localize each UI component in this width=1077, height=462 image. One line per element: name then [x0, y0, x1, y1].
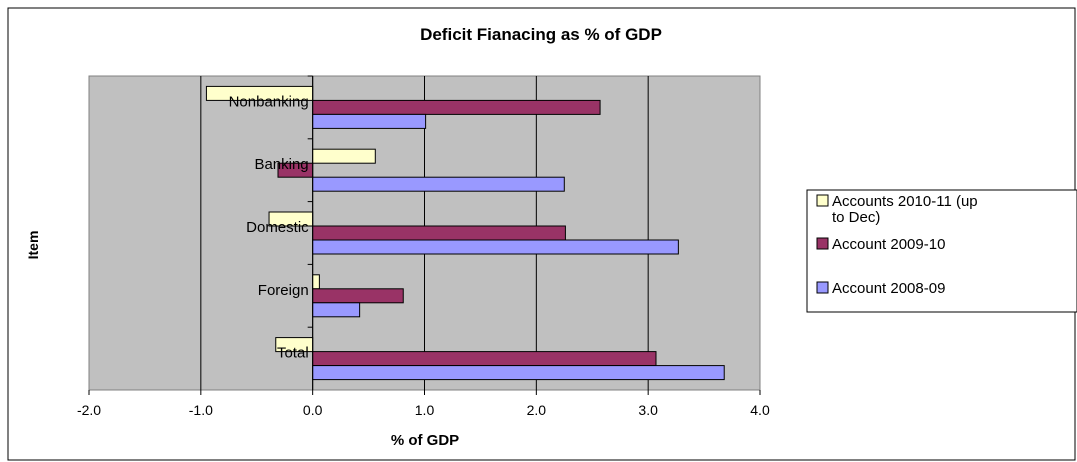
x-tick-label: 0.0 [303, 402, 323, 418]
x-tick-label: 2.0 [527, 402, 547, 418]
bar [312, 113, 427, 129]
bar [312, 176, 565, 192]
y-axis-title: Item [25, 231, 41, 260]
bar [312, 365, 725, 381]
category-label: Domestic [246, 219, 309, 236]
legend-swatch [816, 281, 829, 294]
legend-box [806, 189, 1077, 313]
bar [312, 274, 320, 290]
category-label: Total [277, 345, 309, 362]
bar [312, 288, 404, 304]
bar [312, 239, 679, 255]
bar [312, 99, 601, 115]
category-label: Nonbanking [229, 93, 309, 110]
x-tick-label: 1.0 [415, 402, 435, 418]
legend-swatch [816, 237, 829, 250]
x-tick-label: 3.0 [638, 402, 658, 418]
bar [312, 148, 376, 164]
legend-label: Account 2009-10 [832, 236, 945, 253]
x-tick-label: -1.0 [189, 402, 213, 418]
category-label: Foreign [258, 282, 309, 299]
legend-label: Accounts 2010-11 (up [832, 193, 978, 210]
chart-title: Deficit Fianacing as % of GDP [420, 25, 662, 44]
x-tick-label: 4.0 [750, 402, 770, 418]
bar [312, 351, 657, 367]
x-tick-label: -2.0 [77, 402, 101, 418]
x-axis-title: % of GDP [391, 432, 459, 449]
legend-label: to Dec) [832, 209, 880, 226]
bar [312, 225, 566, 241]
legend-swatch [816, 194, 829, 207]
category-label: Banking [254, 156, 308, 173]
bar [312, 302, 361, 318]
legend-label: Account 2008-09 [832, 280, 945, 297]
